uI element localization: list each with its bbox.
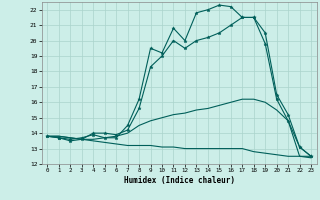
X-axis label: Humidex (Indice chaleur): Humidex (Indice chaleur) — [124, 176, 235, 185]
